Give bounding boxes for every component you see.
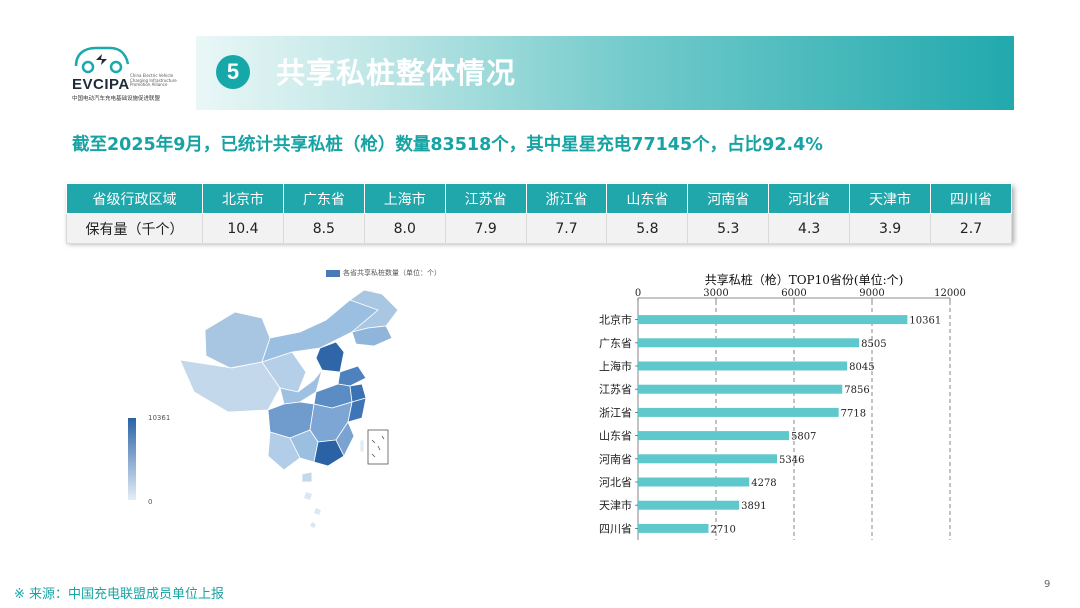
bar <box>638 500 740 510</box>
category-label: 河南省 <box>599 453 632 466</box>
table-cell: 7.9 <box>444 213 527 244</box>
south-china-sea-islands <box>304 492 321 528</box>
category-label: 上海市 <box>599 359 632 373</box>
row-header-region: 省级行政区域 <box>66 183 203 214</box>
bar <box>638 338 860 348</box>
data-label: 7718 <box>841 408 866 419</box>
map-region-xinjiang <box>204 311 271 369</box>
bar <box>638 523 709 533</box>
category-label: 四川省 <box>599 522 632 535</box>
bar <box>638 315 908 325</box>
category-label: 广东省 <box>599 337 632 350</box>
bar <box>638 477 750 487</box>
x-tick-label: 9000 <box>859 288 884 299</box>
x-tick-label: 6000 <box>781 288 806 299</box>
table-header-cell: 河南省 <box>687 183 770 214</box>
table-cell: 10.4 <box>202 213 284 244</box>
data-label: 7856 <box>844 385 869 396</box>
ev-car-icon <box>74 46 130 74</box>
summary-headline: 截至2025年9月，已统计共享私桩（枪）数量83518个，其中星星充电77145… <box>72 135 823 155</box>
brand-name: EVCIPA <box>72 76 130 93</box>
map-region-yunnan <box>267 431 301 471</box>
table-cell: 5.8 <box>606 213 689 244</box>
map-region-hainan <box>301 471 313 483</box>
map-legend: 各省共享私桩数量（单位：个） <box>326 268 441 278</box>
table-cell: 2.7 <box>930 213 1012 244</box>
table-header-row: 省级行政区域 北京市 广东省 上海市 江苏省 浙江省 山东省 河南省 河北省 天… <box>66 183 1012 214</box>
table-cell: 7.7 <box>525 213 608 244</box>
map-scale-max: 10361 <box>148 414 171 422</box>
data-label: 3891 <box>741 501 766 512</box>
table-header-cell: 山东省 <box>606 183 689 214</box>
brand-tagline-en: China Electric Vehicle Charging Infrastr… <box>130 73 177 87</box>
row-header-count: 保有量（千个） <box>66 213 203 244</box>
south-china-sea-inset <box>367 429 389 465</box>
brand-tagline: 中国电动汽车充电基础设施促进联盟 <box>72 96 161 102</box>
bar <box>638 361 848 371</box>
bar <box>638 407 839 417</box>
category-label: 山东省 <box>599 430 632 443</box>
x-tick-label: 12000 <box>934 288 966 299</box>
x-tick-label: 0 <box>635 288 641 299</box>
table-cell: 5.3 <box>687 213 770 244</box>
data-label: 4278 <box>751 478 776 489</box>
category-label: 北京市 <box>599 313 632 327</box>
x-tick-label: 3000 <box>703 288 728 299</box>
section-number: 5 <box>216 55 250 89</box>
table-header-cell: 广东省 <box>282 183 365 214</box>
title-banner <box>196 36 1014 110</box>
map-color-scale <box>128 418 136 500</box>
table-header-cell: 河北省 <box>768 183 851 214</box>
table-header-cell: 天津市 <box>849 183 932 214</box>
data-label: 5346 <box>779 455 804 466</box>
chart-title: 共享私桩（枪）TOP10省份(单位:个) <box>705 272 904 287</box>
map-scale-min: 0 <box>148 498 153 506</box>
category-label: 江苏省 <box>599 383 632 396</box>
table-header-cell: 上海市 <box>363 183 446 214</box>
table-row: 保有量（千个） 10.4 8.5 8.0 7.9 7.7 5.8 5.3 4.3… <box>66 213 1012 244</box>
category-label: 浙江省 <box>599 406 632 419</box>
data-label: 10361 <box>909 316 941 327</box>
map-legend-swatch <box>326 269 340 277</box>
data-label: 8505 <box>861 339 886 350</box>
page-title: 共享私桩整体情况 <box>276 56 517 90</box>
category-label: 河北省 <box>599 476 632 489</box>
source-note: ※ 来源：中国充电联盟成员单位上报 <box>14 587 225 602</box>
data-label: 8045 <box>849 362 874 373</box>
map-region-fujian <box>335 421 355 457</box>
table-cell: 4.3 <box>768 213 851 244</box>
table-cell: 3.9 <box>849 213 932 244</box>
map-region-xizang <box>179 359 281 413</box>
data-label: 5807 <box>791 432 816 443</box>
table-header-cell: 四川省 <box>930 183 1012 214</box>
bar <box>638 431 789 441</box>
top10-bar-chart: 共享私桩（枪）TOP10省份(单位:个) 0 3000 6000 9000 12000 北京… <box>599 272 966 540</box>
category-label: 天津市 <box>599 498 632 512</box>
bar <box>638 454 777 464</box>
bar <box>638 384 843 394</box>
table-header-cell: 江苏省 <box>444 183 527 214</box>
map-region-shandong <box>337 365 367 387</box>
china-map <box>179 289 399 528</box>
table-header-cell: 北京市 <box>202 183 284 214</box>
evcipa-logo: EVCIPA China Electric Vehicle Charging I… <box>66 42 186 104</box>
map-region-jilin <box>351 325 393 347</box>
province-table: 省级行政区域 北京市 广东省 上海市 江苏省 浙江省 山东省 河南省 河北省 天… <box>66 183 1012 244</box>
page-number: 9 <box>1044 579 1051 590</box>
map-legend-label: 各省共享私桩数量（单位：个） <box>343 269 441 277</box>
table-cell: 8.5 <box>282 213 365 244</box>
table-cell: 8.0 <box>363 213 446 244</box>
map-region-taiwan <box>359 439 365 453</box>
data-label: 2710 <box>710 524 735 535</box>
